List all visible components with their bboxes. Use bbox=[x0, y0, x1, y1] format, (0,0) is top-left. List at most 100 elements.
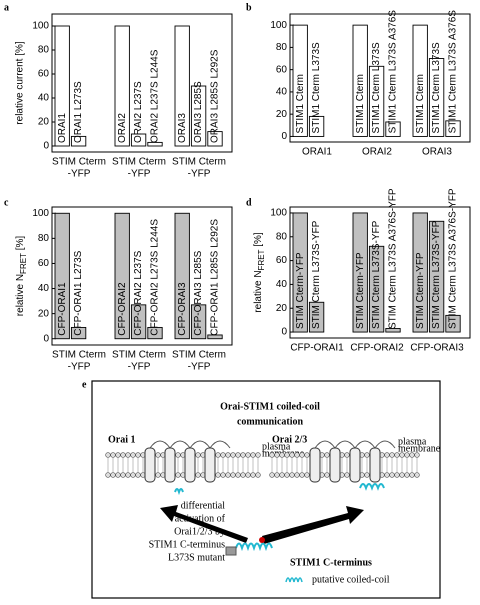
lipid bbox=[155, 452, 161, 458]
lipid bbox=[195, 452, 201, 458]
arrow bbox=[262, 506, 364, 544]
channel bbox=[184, 447, 196, 483]
bar-label: STIM1 Cterm bbox=[295, 74, 306, 133]
lipid bbox=[235, 452, 241, 458]
x-group-label: -YFP bbox=[128, 362, 151, 373]
lipid bbox=[250, 472, 256, 478]
bar bbox=[292, 24, 308, 137]
bar-label: CFP-ORAI1 bbox=[57, 282, 68, 336]
lipid bbox=[404, 472, 410, 478]
x-group-label: STIM Cterm bbox=[52, 157, 106, 168]
coil bbox=[235, 542, 273, 552]
bar-label: CFP-ORAI3 L285S bbox=[193, 250, 204, 335]
bar bbox=[308, 301, 325, 333]
lipid bbox=[105, 452, 111, 458]
bar-label: STIM1 Cterm L373S bbox=[311, 42, 322, 133]
y-tick-label: 60 bbox=[38, 69, 50, 80]
lipid bbox=[245, 472, 251, 478]
y-tick-label: 100 bbox=[32, 208, 49, 219]
lipid bbox=[220, 452, 226, 458]
legend-text: putative coiled-coil bbox=[312, 574, 390, 585]
bar-label: STIM Cterm-YFP bbox=[415, 252, 426, 329]
x-group-label: CFP-ORAI2 bbox=[350, 343, 404, 354]
bar bbox=[147, 326, 163, 340]
y-tick-label: 0 bbox=[43, 333, 49, 344]
lipid bbox=[399, 472, 405, 478]
lipid bbox=[120, 472, 126, 478]
lipid bbox=[399, 452, 405, 458]
plot-frame bbox=[51, 206, 233, 346]
bar-label: ORAI3 L285S bbox=[193, 81, 204, 143]
x-group-label: ORAI3 bbox=[422, 147, 452, 158]
channel bbox=[164, 447, 176, 483]
y-tick-label: 100 bbox=[270, 208, 287, 219]
lipid bbox=[394, 452, 400, 458]
lipid bbox=[230, 472, 236, 478]
bar bbox=[190, 304, 207, 340]
loop bbox=[189, 440, 211, 449]
lipid bbox=[394, 472, 400, 478]
bar-label: STIM1 Cterm bbox=[415, 74, 426, 133]
bar-label: ORAI3 L285S L292S bbox=[210, 49, 221, 143]
bar-label: STIM Cterm-YFP bbox=[355, 252, 366, 329]
bar bbox=[130, 304, 147, 340]
lipid bbox=[115, 452, 121, 458]
lipid bbox=[299, 472, 305, 478]
bar bbox=[54, 212, 70, 340]
lipid bbox=[389, 472, 395, 478]
lipid bbox=[110, 452, 116, 458]
bar-label: ORAI1 bbox=[57, 113, 68, 143]
channel bbox=[144, 447, 156, 483]
lipid bbox=[384, 452, 390, 458]
plot-frame bbox=[289, 206, 471, 339]
note: Orai1/2/3 by bbox=[174, 526, 225, 537]
panel-label: d bbox=[246, 197, 252, 208]
bar-label: STIM1 Cterm L373S A376S bbox=[388, 10, 399, 134]
bar bbox=[207, 131, 223, 147]
lipid bbox=[250, 452, 256, 458]
bar bbox=[130, 133, 147, 147]
membrane-label: membrane bbox=[398, 443, 441, 454]
y-tick-label: 40 bbox=[38, 283, 50, 294]
bar bbox=[368, 65, 385, 137]
lipid bbox=[220, 472, 226, 478]
membrane-label: plasma bbox=[398, 436, 427, 447]
y-tick-label: 40 bbox=[276, 279, 288, 290]
lipid bbox=[225, 472, 231, 478]
channel bbox=[349, 447, 361, 483]
lipid bbox=[409, 472, 415, 478]
panel-label: b bbox=[246, 2, 252, 13]
lipid bbox=[125, 452, 131, 458]
note: activation of bbox=[175, 513, 226, 524]
bar bbox=[385, 328, 401, 333]
lipid bbox=[289, 472, 295, 478]
lipid bbox=[110, 472, 116, 478]
lipid bbox=[215, 472, 221, 478]
diagram-e: e Orai-STIM1 coiled-coil communication O… bbox=[82, 379, 441, 599]
loop bbox=[314, 440, 336, 449]
bar-label: CFP-ORAI2 L273S L244S bbox=[150, 219, 161, 336]
bar bbox=[445, 314, 461, 333]
loop bbox=[209, 440, 231, 449]
y-axis-label: relative current [%] bbox=[15, 41, 26, 125]
note: L373S mutant bbox=[168, 552, 225, 563]
channel bbox=[204, 447, 216, 483]
y-tick-label: 40 bbox=[276, 87, 288, 98]
x-group-label: -YFP bbox=[68, 362, 91, 373]
x-group-label: ORAI2 bbox=[362, 147, 392, 158]
lipid bbox=[245, 452, 251, 458]
loop bbox=[354, 440, 376, 449]
y-axis-label-part: relative N bbox=[253, 270, 264, 312]
y-tick-label: 80 bbox=[276, 42, 288, 53]
bar-label: ORAI2 L237S bbox=[133, 81, 144, 143]
bar-label: ORAI2 bbox=[117, 113, 128, 143]
x-group-label: STIM Cterm bbox=[112, 157, 166, 168]
lipid bbox=[414, 452, 420, 458]
bar bbox=[428, 58, 445, 137]
lipid bbox=[404, 452, 410, 458]
lipid bbox=[105, 472, 111, 478]
left-label: Orai 1 bbox=[108, 434, 136, 445]
x-group-label: -YFP bbox=[188, 362, 211, 373]
y-tick-label: 100 bbox=[270, 20, 287, 31]
lipid bbox=[255, 452, 261, 458]
